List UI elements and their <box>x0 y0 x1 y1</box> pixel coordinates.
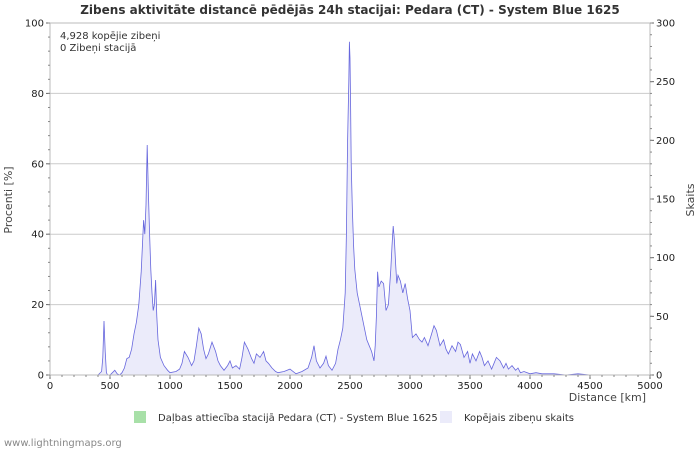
y-left-tick-label: 60 <box>31 159 44 170</box>
x-tick-label: 3000 <box>397 381 422 392</box>
y-axis-left: 0 20 40 60 80 100 <box>25 19 50 382</box>
x-tick-label: 1000 <box>157 381 182 392</box>
annotation-total-strikes: 4,928 kopējie zibeņi <box>60 31 160 42</box>
footer-site: www.lightningmaps.org <box>4 438 122 449</box>
legend-swatch-total <box>440 411 452 423</box>
y-axis-left-label: Procenti [%] <box>2 166 15 233</box>
x-tick-label: 4000 <box>517 381 542 392</box>
legend: Daļbas attiecība stacijā Pedara (CT) - S… <box>134 411 574 424</box>
legend-label-total: Kopējais zibeņu skaits <box>464 413 574 424</box>
x-tick-label: 3500 <box>457 381 482 392</box>
y-right-tick-label: 200 <box>656 136 675 147</box>
x-tick-label: 500 <box>100 381 119 392</box>
y-right-tick-label: 100 <box>656 253 675 264</box>
y-left-tick-label: 80 <box>31 89 44 100</box>
y-right-tick-label: 150 <box>656 195 675 206</box>
x-tick-label: 2000 <box>277 381 302 392</box>
y-right-tick-label: 300 <box>656 19 675 30</box>
y-left-tick-label: 20 <box>31 300 44 311</box>
y-axis-right: 0 50 100 150 200 250 300 <box>650 19 675 382</box>
x-tick-label: 4500 <box>577 381 602 392</box>
y-right-tick-label: 250 <box>656 77 675 88</box>
x-axis-label: Distance [km] <box>569 391 646 404</box>
legend-swatch-ratio <box>134 411 146 423</box>
x-tick-label: 0 <box>47 381 53 392</box>
legend-label-ratio: Daļbas attiecība stacijā Pedara (CT) - S… <box>158 413 438 424</box>
annotation-station-strikes: 0 Zibeņi stacijā <box>60 43 136 54</box>
series-area-fill <box>50 41 650 376</box>
x-axis: 0 500 1000 1500 2000 2500 3000 3500 4000 4500 5000 <box>47 375 663 392</box>
y-right-tick-label: 50 <box>656 312 669 323</box>
y-left-tick-label: 0 <box>38 371 44 382</box>
y-axis-right-label: Skaits <box>684 183 697 216</box>
y-left-tick-label: 40 <box>31 230 44 241</box>
x-tick-label: 5000 <box>637 381 662 392</box>
y-left-tick-label: 100 <box>25 19 44 30</box>
y-right-tick-label: 0 <box>656 371 662 382</box>
series-area <box>50 41 650 376</box>
series-line <box>50 41 650 376</box>
chart-title: Zibens aktivitāte distancē pēdējās 24h s… <box>80 3 620 17</box>
x-tick-label: 1500 <box>217 381 242 392</box>
x-tick-label: 2500 <box>337 381 362 392</box>
